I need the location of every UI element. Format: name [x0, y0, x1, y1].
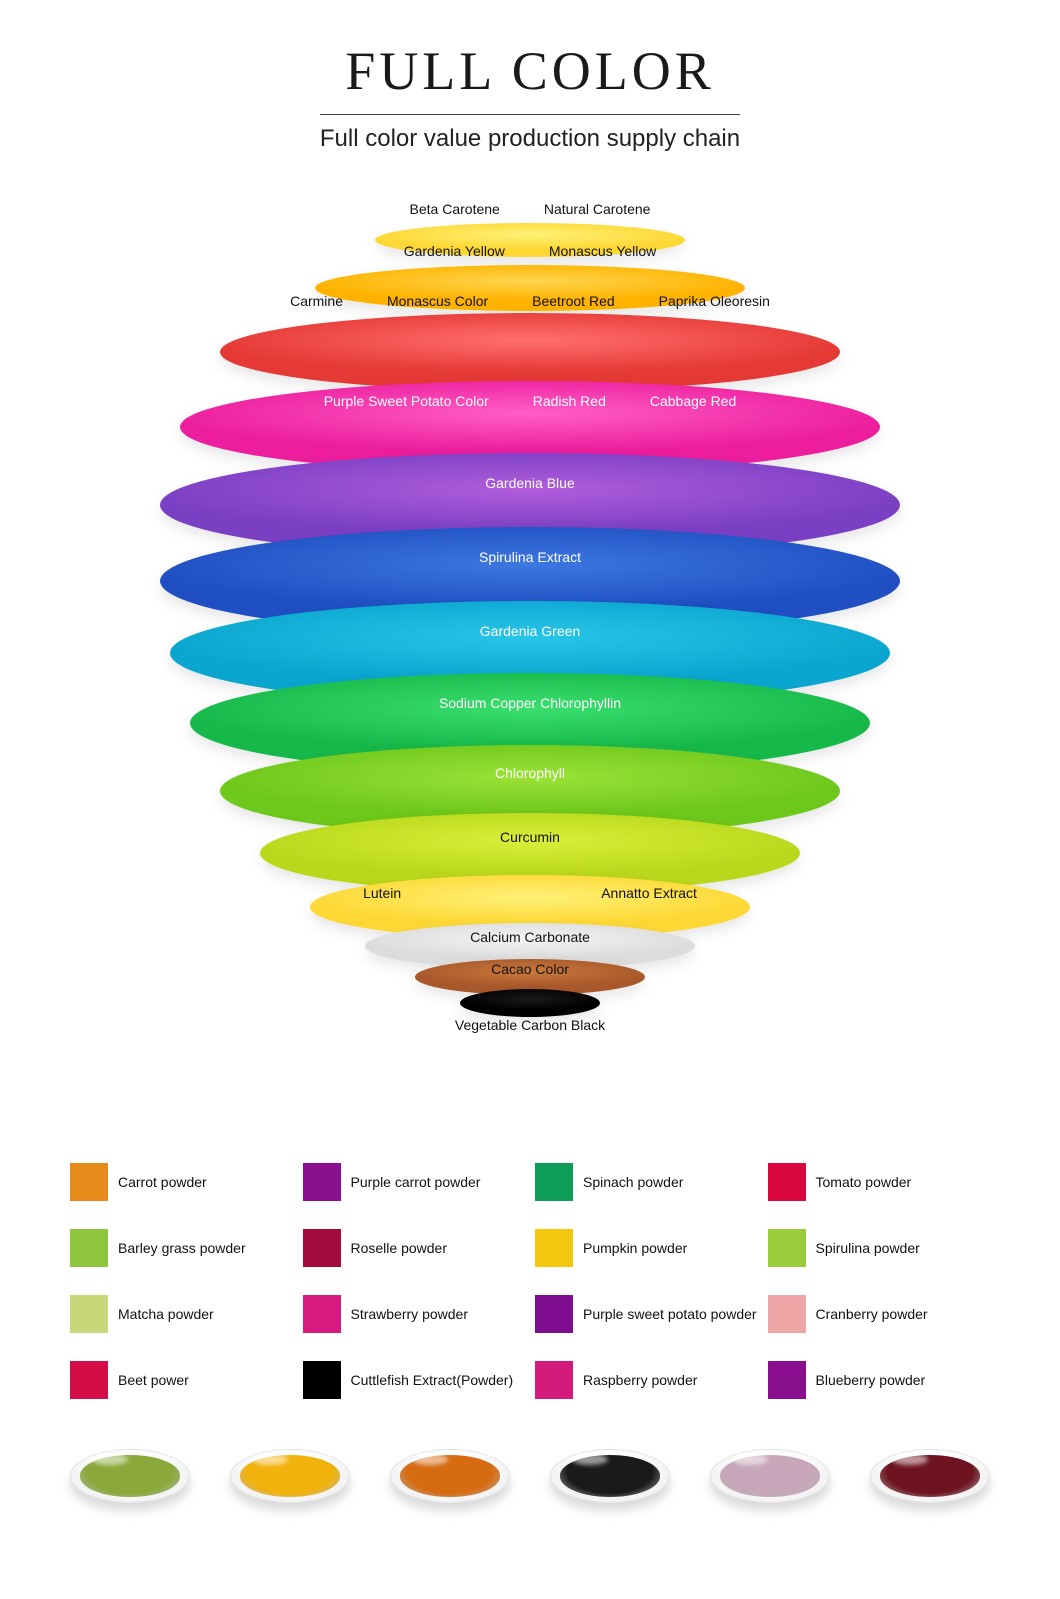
legend-label: Matcha powder	[118, 1306, 214, 1322]
legend-item: Raspberry powder	[535, 1361, 758, 1399]
legend-label: Blueberry powder	[816, 1372, 926, 1388]
disc-label-row: Vegetable Carbon Black	[0, 1017, 1060, 1033]
color-disc	[315, 265, 745, 311]
legend-item: Beet power	[70, 1361, 293, 1399]
legend-item: Cranberry powder	[768, 1295, 991, 1333]
legend-item: Purple sweet potato powder	[535, 1295, 758, 1333]
legend-label: Cuttlefish Extract(Powder)	[351, 1372, 514, 1388]
powder-legend: Carrot powder Purple carrot powder Spinach…	[70, 1163, 990, 1399]
legend-item: Matcha powder	[70, 1295, 293, 1333]
legend-label: Spinach powder	[583, 1174, 683, 1190]
legend-label: Strawberry powder	[351, 1306, 469, 1322]
legend-label: Barley grass powder	[118, 1240, 246, 1256]
legend-swatch	[70, 1295, 108, 1333]
legend-item: Roselle powder	[303, 1229, 526, 1267]
legend-item: Carrot powder	[70, 1163, 293, 1201]
legend-swatch	[768, 1163, 806, 1201]
legend-item: Blueberry powder	[768, 1361, 991, 1399]
legend-item: Barley grass powder	[70, 1229, 293, 1267]
page-title: FULL COLOR	[0, 40, 1060, 102]
legend-swatch	[535, 1163, 573, 1201]
legend-item: Cuttlefish Extract(Powder)	[303, 1361, 526, 1399]
legend-item: Spirulina powder	[768, 1229, 991, 1267]
legend-swatch	[70, 1163, 108, 1201]
legend-label: Raspberry powder	[583, 1372, 697, 1388]
legend-item: Purple carrot powder	[303, 1163, 526, 1201]
color-disc	[375, 223, 685, 257]
legend-label: Pumpkin powder	[583, 1240, 687, 1256]
legend-label: Roselle powder	[351, 1240, 448, 1256]
disc-label: Vegetable Carbon Black	[433, 1017, 627, 1033]
legend-swatch	[535, 1229, 573, 1267]
legend-label: Purple sweet potato powder	[583, 1306, 757, 1322]
legend-swatch	[535, 1295, 573, 1333]
page-subtitle: Full color value production supply chain	[0, 125, 1060, 153]
legend-label: Carrot powder	[118, 1174, 207, 1190]
color-disc	[460, 989, 600, 1017]
disc-label-row: Beta CaroteneNatural Carotene	[0, 201, 1060, 217]
legend-swatch	[535, 1361, 573, 1399]
legend-swatch	[70, 1361, 108, 1399]
header: FULL COLOR Full color value production s…	[0, 0, 1060, 153]
sample-dish	[870, 1449, 990, 1503]
sample-dish	[230, 1449, 350, 1503]
legend-swatch	[768, 1295, 806, 1333]
sample-dish	[390, 1449, 510, 1503]
dish-shine	[92, 1454, 128, 1465]
legend-label: Cranberry powder	[816, 1306, 928, 1322]
legend-swatch	[303, 1163, 341, 1201]
dish-shine	[252, 1454, 288, 1465]
legend-swatch	[768, 1229, 806, 1267]
disc-label: Beta Carotene	[388, 201, 522, 217]
sample-dish	[70, 1449, 190, 1503]
color-disc	[220, 313, 840, 391]
legend-swatch	[70, 1229, 108, 1267]
legend-label: Purple carrot powder	[351, 1174, 481, 1190]
dish-shine	[572, 1454, 608, 1465]
page: FULL COLOR Full color value production s…	[0, 0, 1060, 1543]
sample-dish	[550, 1449, 670, 1503]
dish-shine	[412, 1454, 448, 1465]
title-rule	[320, 114, 740, 115]
color-disc-stack: Beta CaroteneNatural CaroteneGardenia Ye…	[0, 163, 1060, 1123]
sample-dishes-row	[70, 1449, 990, 1543]
legend-label: Tomato powder	[816, 1174, 912, 1190]
dish-shine	[892, 1454, 928, 1465]
legend-item: Spinach powder	[535, 1163, 758, 1201]
legend-label: Beet power	[118, 1372, 189, 1388]
legend-item: Strawberry powder	[303, 1295, 526, 1333]
legend-label: Spirulina powder	[816, 1240, 920, 1256]
legend-swatch	[303, 1229, 341, 1267]
legend-item: Tomato powder	[768, 1163, 991, 1201]
legend-swatch	[303, 1361, 341, 1399]
legend-swatch	[768, 1361, 806, 1399]
legend-swatch	[303, 1295, 341, 1333]
sample-dish	[710, 1449, 830, 1503]
disc-label: Natural Carotene	[522, 201, 673, 217]
dish-shine	[732, 1454, 768, 1465]
legend-item: Pumpkin powder	[535, 1229, 758, 1267]
